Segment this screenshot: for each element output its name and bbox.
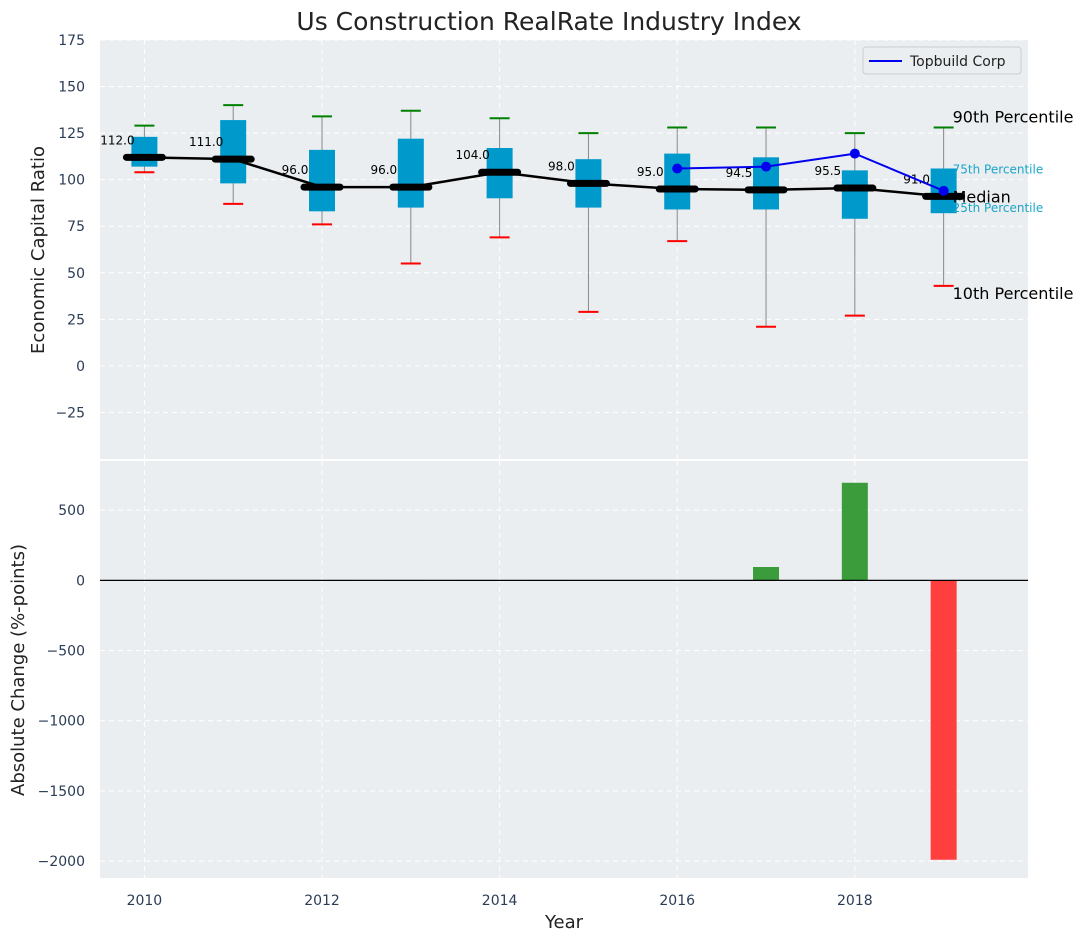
median-value-label: 95.0	[637, 165, 664, 179]
annotation-p75: 75th Percentile	[953, 162, 1044, 176]
x-tick-label: 2010	[127, 893, 163, 909]
bottom-y-tick-label: −1000	[38, 714, 85, 730]
bottom-y-tick-label: 0	[76, 573, 85, 589]
bottom-y-tick-label: −2000	[38, 854, 85, 870]
legend: Topbuild Corp	[862, 46, 1022, 75]
legend-company-label: Topbuild Corp	[909, 54, 1006, 70]
median-value-label: 96.0	[370, 163, 397, 177]
bottom-plot-background	[100, 461, 1028, 878]
top-y-tick-label: 150	[58, 80, 85, 96]
median-line	[144, 156, 944, 198]
median-value-label: 98.0	[548, 159, 575, 173]
x-axis: 2010 2012 2014 2016 2018	[127, 893, 873, 909]
change-bar	[930, 580, 957, 860]
top-panel: −25 0 25 50 75 100 125 150 175 112.0 111.0 96.0 96.0…	[55, 33, 1073, 459]
median-value-label: 94.5	[726, 166, 753, 180]
top-y-tick-label: 0	[76, 359, 85, 375]
iqr-box	[131, 136, 158, 167]
top-y-tick-label: 125	[58, 126, 85, 142]
x-tick-label: 2014	[482, 893, 518, 909]
iqr-box	[664, 153, 691, 210]
iqr-box	[220, 120, 247, 184]
company-marker	[849, 148, 860, 159]
annotation-p25: 25th Percentile	[953, 201, 1044, 215]
annotation-p10: 10th Percentile	[953, 284, 1074, 303]
iqr-box	[841, 170, 868, 219]
median-value-label: 111.0	[189, 135, 223, 149]
top-y-tick-label: 25	[67, 312, 85, 328]
legend-box	[862, 46, 1022, 75]
median-value-label: 96.0	[282, 163, 309, 177]
change-bar	[841, 482, 868, 581]
x-axis-label: Year	[544, 912, 584, 933]
company-marker	[938, 185, 949, 196]
top-y-tick-label: 75	[67, 219, 85, 235]
bottom-y-tick-label: −1500	[38, 784, 85, 800]
median-value-label: 112.0	[100, 133, 134, 147]
annotation-p90: 90th Percentile	[953, 108, 1074, 127]
company-marker	[672, 163, 683, 174]
median-value-label: 104.0	[455, 148, 489, 162]
median-value-label: 95.5	[814, 164, 841, 178]
x-tick-label: 2012	[304, 893, 340, 909]
x-tick-label: 2018	[837, 893, 873, 909]
company-marker	[761, 161, 772, 172]
chart-title: Us Construction RealRate Industry Index	[296, 7, 801, 36]
annotation-median: Median	[953, 187, 1011, 206]
top-y-tick-label: 100	[58, 173, 85, 189]
top-y-tick-label: 50	[67, 266, 85, 282]
top-plot-background	[100, 40, 1028, 459]
iqr-box	[397, 138, 424, 208]
top-y-tick-label: −25	[55, 405, 85, 421]
top-y-tick-label: 175	[58, 33, 85, 49]
top-y-axis-label: Economic Capital Ratio	[28, 146, 49, 354]
bottom-y-tick-label: −500	[47, 644, 85, 660]
bottom-panel: −2000 −1500 −1000 −500 0 500	[38, 461, 1028, 878]
iqr-box	[309, 149, 336, 212]
x-tick-label: 2016	[659, 893, 695, 909]
bottom-y-axis-label: Absolute Change (%-points)	[8, 544, 29, 796]
change-bar	[753, 567, 780, 581]
bottom-y-tick-label: 500	[58, 503, 85, 519]
company-line	[677, 152, 945, 192]
